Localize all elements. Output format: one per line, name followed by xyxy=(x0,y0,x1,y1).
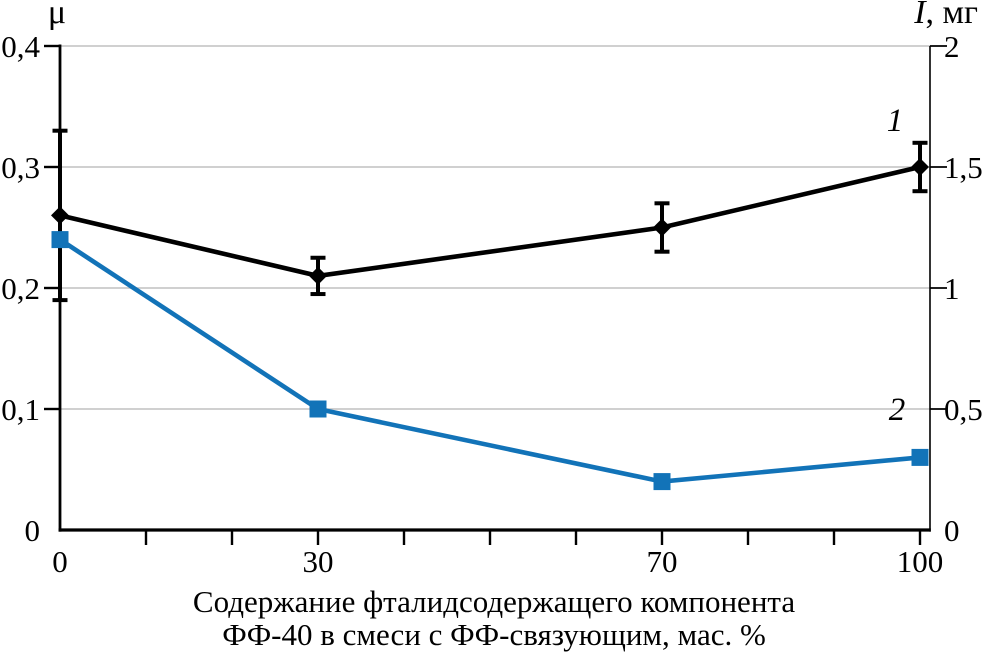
diamond-marker xyxy=(309,266,327,285)
x-axis-ticks: 0 30 70 100 xyxy=(52,530,943,579)
left-tick-label: 0,4 xyxy=(1,29,40,64)
left-axis-ticks: 0 0,1 0,2 0,3 0,4 xyxy=(1,29,60,548)
diamond-marker xyxy=(653,218,671,237)
left-tick-label: 0,2 xyxy=(1,271,40,306)
series-1 xyxy=(51,128,929,303)
right-axis-unit-symbol: I xyxy=(914,0,926,31)
series-line xyxy=(59,164,921,279)
right-tick-label: 2 xyxy=(944,29,960,64)
square-marker xyxy=(309,400,327,418)
x-tick-label: 100 xyxy=(897,544,944,579)
left-axis-unit-label: μ xyxy=(47,0,67,31)
x-tick-label: 30 xyxy=(303,544,334,579)
series-1-label: 1 xyxy=(886,103,904,139)
diamond-marker xyxy=(911,158,929,176)
right-tick-label: 0 xyxy=(944,513,960,548)
right-tick-label: 1 xyxy=(944,271,960,306)
series-2 xyxy=(51,231,929,491)
right-axis-unit-label: I, мг xyxy=(914,0,978,32)
series-2-label: 2 xyxy=(888,392,906,428)
square-marker xyxy=(653,473,671,491)
x-tick-label: 70 xyxy=(647,544,678,579)
x-axis-caption: Содержание фталидсодержащего компонента … xyxy=(0,585,988,651)
right-axis-unit-suffix: , мг xyxy=(925,0,978,31)
diamond-marker xyxy=(51,206,69,225)
right-tick-label: 1,5 xyxy=(944,150,983,185)
gridlines xyxy=(60,45,930,410)
right-tick-label: 0,5 xyxy=(944,392,983,427)
left-tick-label: 0,1 xyxy=(1,392,40,427)
x-axis-caption-line-2: ФФ-40 в смеси с ФФ-связующим, мас. % xyxy=(222,617,766,652)
square-marker xyxy=(911,448,929,466)
square-marker xyxy=(51,231,69,249)
x-axis-caption-line-1: Содержание фталидсодержащего компонента xyxy=(192,584,796,619)
x-tick-label: 0 xyxy=(52,544,68,579)
left-tick-label: 0 xyxy=(25,513,41,548)
right-axis-ticks: 0 0,5 1 1,5 2 xyxy=(930,29,983,548)
series-line xyxy=(58,237,921,484)
left-tick-label: 0,3 xyxy=(1,150,40,185)
